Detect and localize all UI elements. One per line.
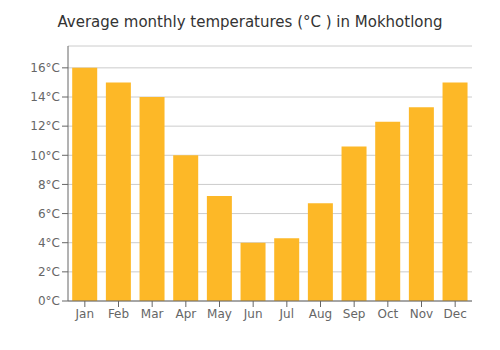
- svg-text:Sep: Sep: [343, 307, 366, 321]
- svg-text:May: May: [207, 307, 232, 321]
- svg-text:Dec: Dec: [444, 307, 467, 321]
- svg-text:Jan: Jan: [75, 307, 95, 321]
- svg-text:12°C: 12°C: [30, 119, 60, 133]
- svg-text:Oct: Oct: [377, 307, 398, 321]
- svg-text:16°C: 16°C: [30, 61, 60, 75]
- svg-text:Feb: Feb: [108, 307, 129, 321]
- svg-text:Nov: Nov: [410, 307, 433, 321]
- svg-text:8°C: 8°C: [38, 178, 60, 192]
- svg-text:6°C: 6°C: [38, 207, 60, 221]
- svg-text:Jun: Jun: [243, 307, 263, 321]
- svg-text:10°C: 10°C: [30, 149, 60, 163]
- svg-text:2°C: 2°C: [38, 265, 60, 279]
- svg-text:Jul: Jul: [279, 307, 294, 321]
- svg-text:0°C: 0°C: [38, 294, 60, 308]
- svg-text:Aug: Aug: [309, 307, 332, 321]
- svg-text:Mar: Mar: [141, 307, 164, 321]
- html-text:Average monthly temperatures (: Average monthly temperatures (°C ) in Mo…: [57, 13, 443, 31]
- svg-text:14°C: 14°C: [30, 90, 60, 104]
- svg-text:4°C: 4°C: [38, 236, 60, 250]
- svg-text:Apr: Apr: [175, 307, 196, 321]
